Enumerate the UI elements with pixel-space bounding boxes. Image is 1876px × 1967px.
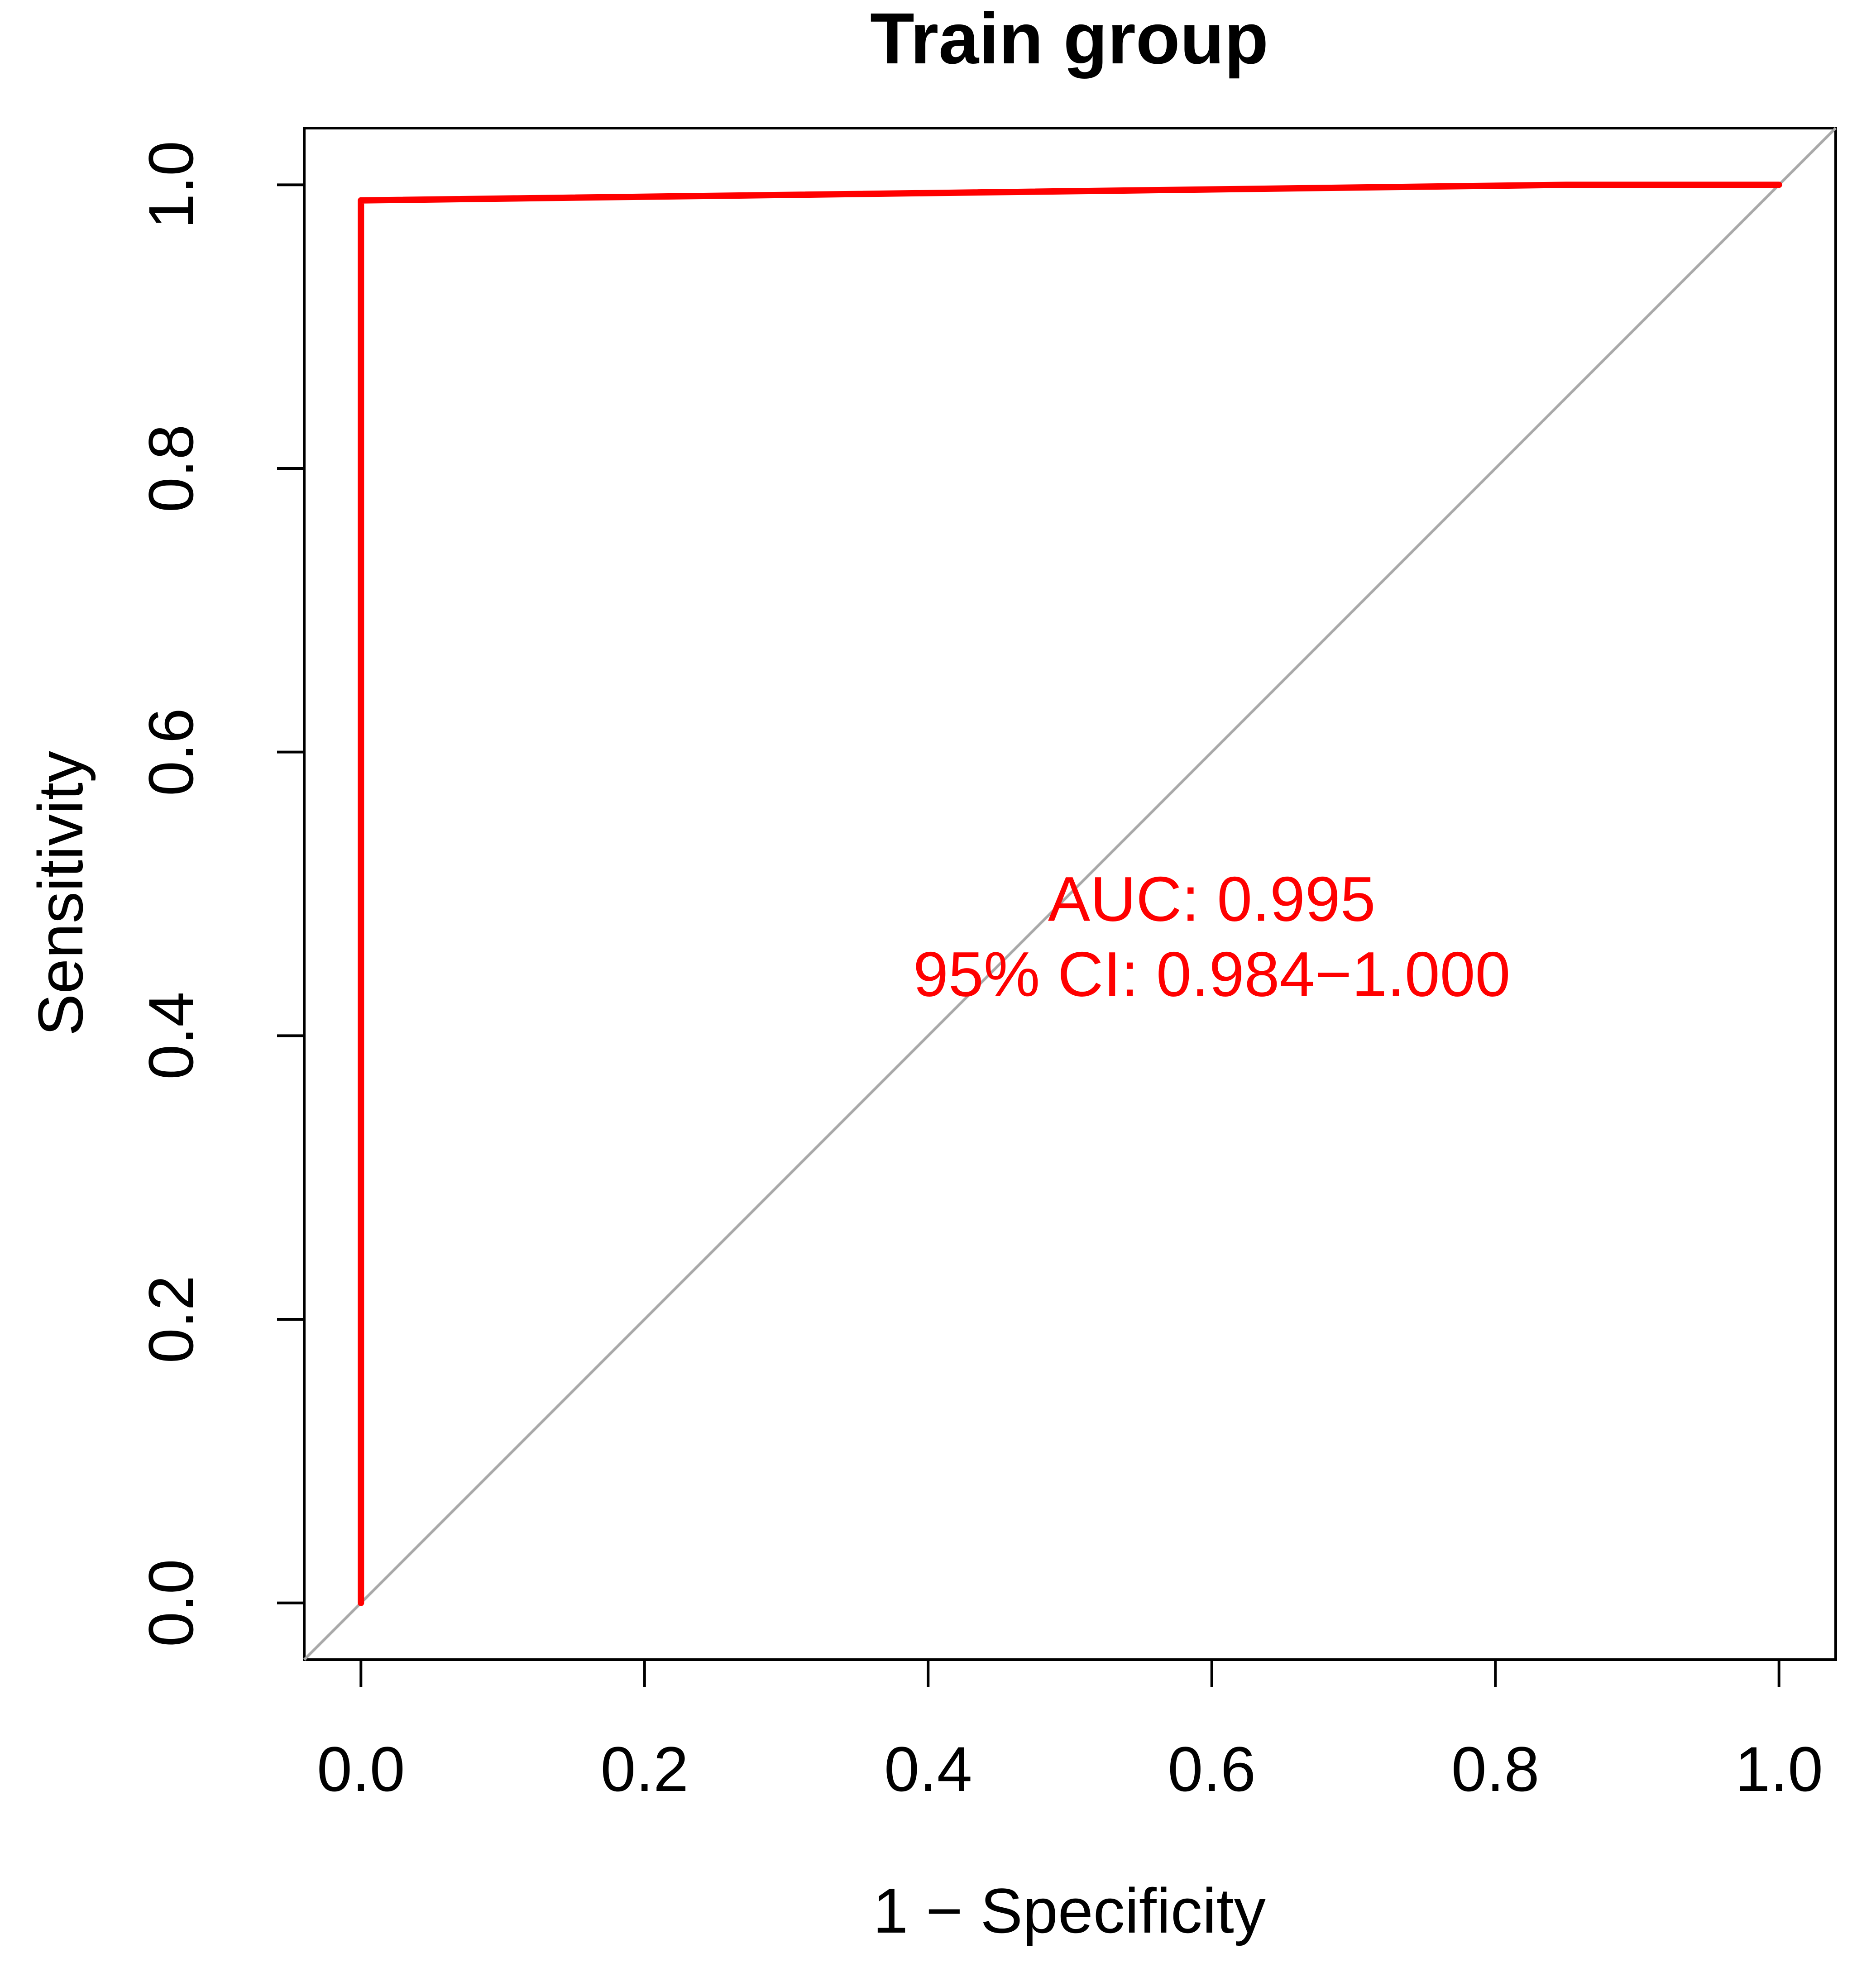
annotation-text: 95% CI: 0.984−1.000 [913,939,1510,1010]
plot-frame [303,127,1837,1661]
x-axis-ticks: 0.0 0.2 0.4 0.6 0.8 1.0 [317,1660,1823,1805]
y-tick-label: 1.0 [135,141,206,229]
x-tick-label: 1.0 [1735,1733,1823,1805]
x-axis-label: 1 − Specificity [873,1875,1266,1946]
y-tick-label: 0.6 [135,708,206,796]
x-tick-label: 0.0 [317,1733,405,1805]
x-tick-label: 0.6 [1168,1733,1256,1805]
y-tick-label: 0.0 [135,1559,206,1647]
series-layer [303,127,1837,1661]
annotation-text: AUC: 0.995 [1048,864,1376,935]
x-tick-label: 0.2 [600,1733,689,1805]
chart-title: Train group [870,0,1268,79]
y-axis-ticks: 0.0 0.2 0.4 0.6 0.8 1.0 [135,141,304,1647]
x-tick-label: 0.4 [884,1733,972,1805]
y-tick-label: 0.8 [135,425,206,513]
y-tick-label: 0.2 [135,1275,206,1364]
reference-diagonal-line [303,127,1837,1661]
y-axis-label: Sensitivity [25,751,96,1036]
x-tick-label: 0.8 [1451,1733,1540,1805]
y-tick-label: 0.4 [135,992,206,1080]
roc-curve-line [358,181,1782,1606]
